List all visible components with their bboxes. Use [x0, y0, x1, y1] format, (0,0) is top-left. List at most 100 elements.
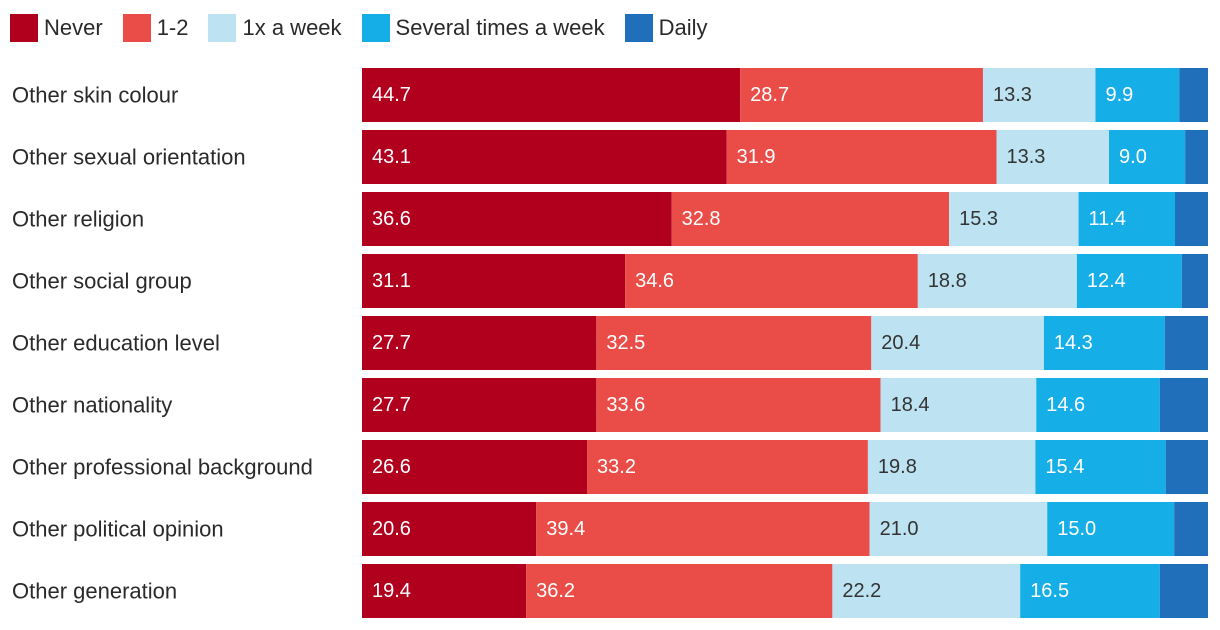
- bar-segment-1x-a-week: [996, 130, 1110, 184]
- data-label: 31.9: [737, 146, 776, 168]
- data-label: 27.7: [372, 332, 411, 354]
- data-label: 19.8: [878, 456, 917, 478]
- bar-segment-1-2: [596, 316, 872, 370]
- legend-label: 1x a week: [242, 15, 342, 40]
- category-label: Other generation: [12, 579, 177, 604]
- bar-segment-daily: [1181, 254, 1208, 308]
- bar-segment-several-times-a-week: [1043, 316, 1165, 370]
- data-label: 20.4: [881, 332, 920, 354]
- bar-segment-daily: [1159, 564, 1208, 618]
- bar-segment-never: [362, 378, 597, 432]
- bar-segment-1-2: [526, 564, 833, 618]
- data-label: 16.5: [1030, 580, 1069, 602]
- data-label: 34.6: [635, 270, 674, 292]
- bar-segment-several-times-a-week: [1078, 192, 1176, 246]
- bar-segment-several-times-a-week: [1095, 68, 1180, 122]
- legend-item-daily: Daily: [624, 14, 708, 42]
- bar-segment-several-times-a-week: [1076, 254, 1182, 308]
- data-label: 12.4: [1087, 270, 1126, 292]
- bar-segment-daily: [1175, 192, 1208, 246]
- data-label: 39.4: [546, 518, 585, 540]
- bar-segment-daily: [1179, 68, 1208, 122]
- bar-segment-1x-a-week: [949, 192, 1079, 246]
- bar-segment-1-2: [536, 502, 870, 556]
- data-label: 19.4: [372, 580, 411, 602]
- bar-segment-several-times-a-week: [1020, 564, 1160, 618]
- bar-segment-1-2: [740, 68, 983, 122]
- bar-segment-1-2: [671, 192, 950, 246]
- bar-segment-never: [362, 316, 597, 370]
- data-label: 15.0: [1057, 518, 1096, 540]
- legend-item-1-2: 1-2: [122, 14, 189, 42]
- legend-item-several-times-a-week: Several times a week: [361, 14, 605, 42]
- data-label: 14.6: [1046, 394, 1085, 416]
- bar-segment-1x-a-week: [869, 502, 1048, 556]
- legend-label: Daily: [658, 15, 708, 40]
- bar-segment-daily: [1159, 378, 1208, 432]
- data-label: 32.8: [682, 208, 721, 230]
- bar-segment-never: [362, 130, 727, 184]
- bar-segment-1-2: [596, 378, 881, 432]
- data-label: 15.3: [959, 208, 998, 230]
- data-label: 27.7: [372, 394, 411, 416]
- legend-label: 1-2: [156, 15, 189, 40]
- bar-segment-never: [362, 254, 626, 308]
- bar-segment-daily: [1164, 316, 1208, 370]
- data-label: 21.0: [880, 518, 919, 540]
- category-label: Other sexual orientation: [12, 145, 246, 170]
- bar-segment-1x-a-week: [871, 316, 1044, 370]
- category-label: Other professional background: [12, 455, 313, 480]
- data-label: 33.2: [597, 456, 636, 478]
- category-label: Other nationality: [12, 393, 172, 418]
- bar-segment-daily: [1165, 440, 1208, 494]
- legend-item-never: Never: [10, 14, 103, 42]
- bar-segment-daily: [1185, 130, 1208, 184]
- bar-segment-several-times-a-week: [1047, 502, 1175, 556]
- bar-segment-several-times-a-week: [1035, 440, 1166, 494]
- bar-segment-1x-a-week: [880, 378, 1037, 432]
- bar-segment-never: [362, 440, 588, 494]
- bar-segment-never: [362, 68, 741, 122]
- legend-item-1x-a-week: 1x a week: [208, 14, 342, 42]
- bar-segment-1-2: [625, 254, 918, 308]
- chart-legend: Never 1-2 1x a week Several times a week Dai…: [10, 12, 728, 44]
- data-label: 26.6: [372, 456, 411, 478]
- data-label: 14.3: [1054, 332, 1093, 354]
- legend-label: Several times a week: [395, 15, 605, 40]
- bar-segment-1-2: [587, 440, 868, 494]
- data-label: 11.4: [1089, 208, 1126, 230]
- category-label: Other education level: [12, 331, 220, 356]
- legend-swatch: [10, 14, 38, 42]
- category-label: Other political opinion: [12, 517, 224, 542]
- data-label: 32.5: [606, 332, 645, 354]
- data-label: 18.8: [928, 270, 967, 292]
- data-label: 9.0: [1119, 146, 1147, 168]
- legend-swatch: [122, 14, 151, 42]
- legend-swatch: [208, 14, 237, 42]
- category-label: Other religion: [12, 207, 144, 232]
- data-label: 44.7: [372, 84, 411, 106]
- bar-segment-1x-a-week: [832, 564, 1021, 618]
- legend-swatch: [361, 14, 390, 42]
- data-label: 31.1: [372, 270, 411, 292]
- data-label: 20.6: [372, 518, 411, 540]
- bar-segment-1x-a-week: [917, 254, 1077, 308]
- data-label: 18.4: [891, 394, 930, 416]
- data-label: 22.2: [842, 580, 881, 602]
- bar-segment-1x-a-week: [867, 440, 1036, 494]
- data-label: 33.6: [606, 394, 645, 416]
- bar-segment-never: [362, 502, 537, 556]
- data-label: 43.1: [372, 146, 411, 168]
- category-label: Other social group: [12, 269, 192, 294]
- legend-label: Never: [44, 15, 103, 40]
- data-label: 28.7: [750, 84, 789, 106]
- data-label: 13.3: [1007, 146, 1046, 168]
- bar-segment-never: [362, 564, 527, 618]
- bar-segment-several-times-a-week: [1036, 378, 1160, 432]
- data-label: 36.2: [536, 580, 575, 602]
- bar-segment-1x-a-week: [982, 68, 1096, 122]
- bar-segment-several-times-a-week: [1109, 130, 1186, 184]
- data-label: 9.9: [1105, 84, 1133, 106]
- bar-segment-never: [362, 192, 672, 246]
